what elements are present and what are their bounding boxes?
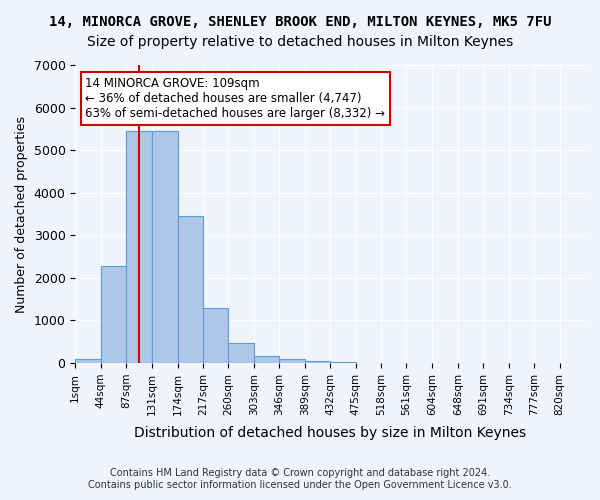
Y-axis label: Number of detached properties: Number of detached properties: [15, 116, 28, 312]
X-axis label: Distribution of detached houses by size in Milton Keynes: Distribution of detached houses by size …: [134, 426, 526, 440]
Text: 14, MINORCA GROVE, SHENLEY BROOK END, MILTON KEYNES, MK5 7FU: 14, MINORCA GROVE, SHENLEY BROOK END, MI…: [49, 15, 551, 29]
Bar: [330, 362, 356, 363]
Bar: [101, 266, 126, 363]
Text: Contains HM Land Registry data © Crown copyright and database right 2024.
Contai: Contains HM Land Registry data © Crown c…: [88, 468, 512, 490]
Bar: [178, 216, 203, 363]
Bar: [203, 308, 229, 363]
Bar: [305, 362, 330, 363]
Bar: [126, 130, 152, 363]
Bar: [152, 130, 178, 363]
Bar: [75, 359, 101, 363]
Bar: [254, 356, 279, 363]
Bar: [279, 359, 305, 363]
Text: 14 MINORCA GROVE: 109sqm
← 36% of detached houses are smaller (4,747)
63% of sem: 14 MINORCA GROVE: 109sqm ← 36% of detach…: [85, 77, 385, 120]
Bar: [229, 343, 254, 363]
Text: Size of property relative to detached houses in Milton Keynes: Size of property relative to detached ho…: [87, 35, 513, 49]
